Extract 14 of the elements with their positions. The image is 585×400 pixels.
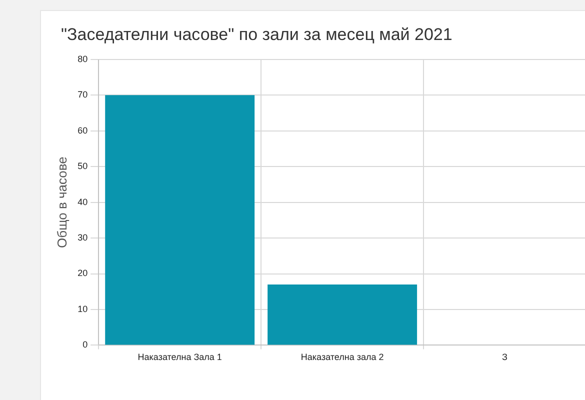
y-tick-label: 10: [78, 304, 88, 314]
chart-title: "Заседателни часове" по зали за месец май 2021: [61, 25, 452, 45]
y-tick-label: 40: [78, 196, 88, 207]
x-tick-label: З: [502, 352, 508, 362]
y-tick-label: 50: [78, 161, 88, 172]
y-tick-label: 60: [78, 125, 88, 136]
x-tick-label: Наказателна Зала 1: [138, 352, 222, 362]
y-tick-label: 80: [78, 54, 88, 64]
x-tick-label: Наказателна зала 2: [300, 352, 384, 362]
y-tick-label: 70: [78, 90, 88, 100]
y-tick-label: 0: [82, 340, 88, 350]
y-axis-title: Общо в часове: [54, 156, 70, 248]
y-tick-label: 20: [78, 268, 88, 278]
y-tick-label: 30: [78, 232, 88, 243]
